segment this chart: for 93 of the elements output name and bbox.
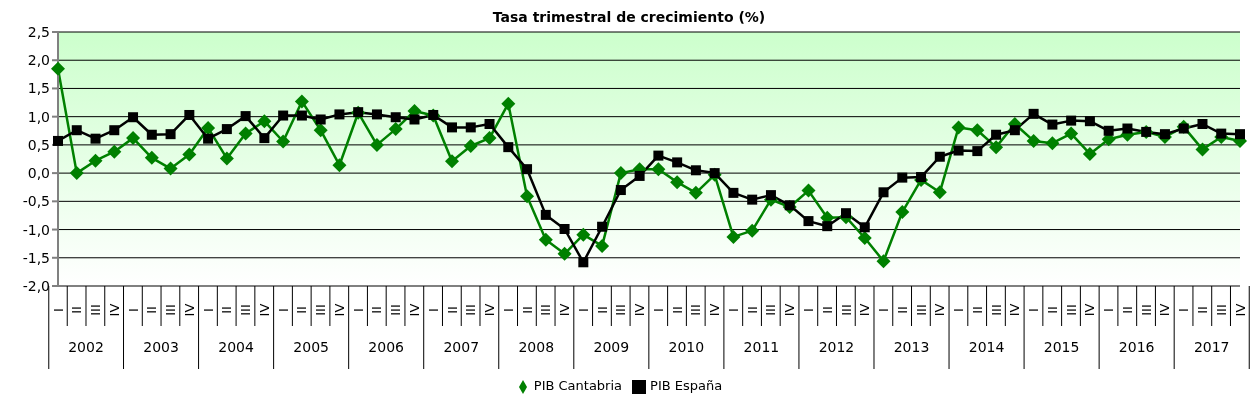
y-tick-label: 0,0 — [27, 165, 50, 182]
x-tick-label: III — [388, 304, 404, 316]
text: 2011 — [743, 339, 780, 355]
x-tick-label: I — [951, 308, 967, 312]
x-tick-label: IV — [1082, 303, 1098, 317]
x-tick-label: I — [650, 308, 666, 312]
text: 2015 — [1043, 339, 1080, 355]
x-tick-label: III — [463, 304, 479, 316]
text: 2016 — [1118, 339, 1155, 355]
x-tick-label: III — [313, 304, 329, 316]
text: 2005 — [293, 339, 329, 355]
x-tick-label: I — [425, 308, 441, 312]
x-tick-label: II — [144, 306, 160, 314]
text: 2017 — [1193, 339, 1230, 355]
x-tick-label: I — [350, 308, 366, 312]
x-tick-label: IV — [1157, 303, 1173, 317]
x-tick-label: IV — [256, 303, 272, 317]
x-tick-label: IV — [632, 303, 648, 317]
x-tick-label: I — [1026, 308, 1042, 312]
x-tick-label: II — [744, 306, 760, 314]
y-tick-label: 0,5 — [27, 136, 50, 153]
x-tick-label: III — [913, 304, 929, 316]
x-tick-label: II — [669, 306, 685, 314]
x-tick-label: II — [1044, 306, 1060, 314]
text: 2009 — [593, 339, 630, 355]
x-tick-label: II — [894, 306, 910, 314]
x-tick-label: II — [219, 306, 235, 314]
x-tick-label: I — [125, 308, 141, 312]
x-tick-label: II — [69, 306, 85, 314]
text: 2014 — [968, 339, 1005, 355]
y-tick-label: 2,0 — [27, 52, 50, 69]
x-tick-label: III — [538, 304, 554, 316]
x-tick-label: II — [819, 306, 835, 314]
y-tick-label: -1,0 — [22, 221, 50, 238]
x-tick-label: I — [575, 308, 591, 312]
text: 2004 — [218, 339, 254, 355]
y-tick-label: 1,5 — [27, 80, 50, 97]
x-tick-label: IV — [406, 303, 422, 317]
legend-label: PIB España — [650, 378, 723, 393]
x-tick-label: III — [88, 304, 104, 316]
x-tick-label: III — [688, 304, 704, 316]
x-tick-label: I — [275, 308, 291, 312]
legend-label: PIB Cantabria — [533, 378, 623, 393]
chart-title: Tasa trimestral de crecimiento (%) — [492, 9, 766, 25]
x-tick-label: I — [876, 308, 892, 312]
y-tick-label: -0,5 — [22, 193, 50, 210]
text: 2013 — [893, 339, 930, 355]
y-tick-label: 1,0 — [27, 108, 50, 125]
x-tick-label: I — [800, 308, 816, 312]
text: 2010 — [668, 339, 705, 355]
text: 2007 — [443, 339, 480, 355]
text: 2008 — [518, 339, 555, 355]
x-tick-label: I — [200, 308, 216, 312]
x-tick-label: II — [519, 306, 535, 314]
x-tick-label: III — [1213, 304, 1229, 316]
x-tick-label: II — [1194, 306, 1210, 314]
x-tick-label: I — [50, 308, 66, 312]
x-tick-label: II — [594, 306, 610, 314]
x-tick-label: IV — [707, 303, 723, 317]
x-tick-label: IV — [1232, 303, 1248, 317]
y-tick-label: 2,5 — [27, 23, 50, 40]
x-tick-label: II — [294, 306, 310, 314]
x-tick-label: III — [1063, 304, 1079, 316]
x-tick-label: IV — [932, 303, 948, 317]
y-tick-label: -2,0 — [22, 277, 50, 294]
x-tick-label: III — [163, 304, 179, 316]
text: 2006 — [368, 339, 405, 355]
x-tick-label: II — [369, 306, 385, 314]
x-tick-label: III — [1138, 304, 1154, 316]
text: 2012 — [818, 339, 855, 355]
x-tick-label: II — [1119, 306, 1135, 314]
x-tick-label: III — [613, 304, 629, 316]
x-tick-label: IV — [857, 303, 873, 317]
x-tick-label: IV — [181, 303, 197, 317]
x-tick-label: II — [969, 306, 985, 314]
x-tick-label: III — [838, 304, 854, 316]
x-tick-label: III — [238, 304, 254, 316]
x-tick-label: I — [725, 308, 741, 312]
y-tick-label: -1,5 — [22, 249, 50, 266]
x-tick-label: IV — [782, 303, 798, 317]
x-tick-label: IV — [331, 303, 347, 317]
x-tick-label: IV — [1007, 303, 1023, 317]
x-tick-label: IV — [557, 303, 573, 317]
x-tick-label: II — [444, 306, 460, 314]
x-tick-label: IV — [482, 303, 498, 317]
text: 2002 — [68, 339, 104, 355]
text: 2003 — [143, 339, 179, 355]
x-tick-label: III — [988, 304, 1004, 316]
x-tick-label: I — [1101, 308, 1117, 312]
x-tick-label: I — [1176, 308, 1192, 312]
x-tick-label: IV — [106, 303, 122, 317]
x-tick-label: I — [500, 308, 516, 312]
x-tick-label: III — [763, 304, 779, 316]
